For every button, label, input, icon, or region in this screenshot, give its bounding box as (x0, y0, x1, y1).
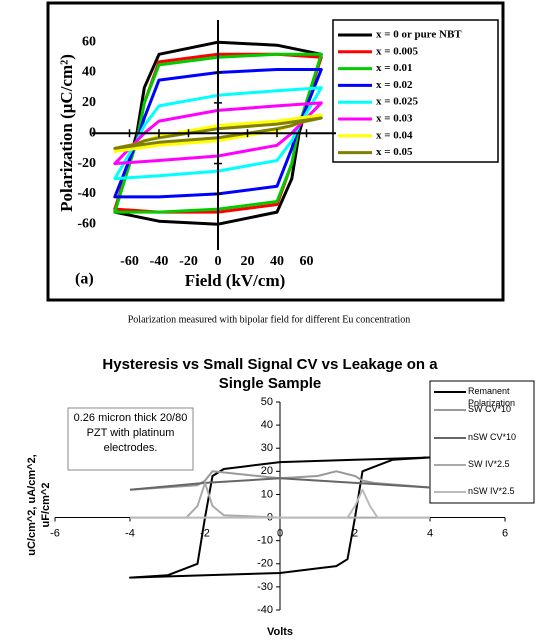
legend-label: x = 0.025 (376, 96, 419, 108)
y-tick-label: 40 (82, 65, 96, 80)
series-line (130, 488, 430, 519)
y-tick-label: 40 (261, 419, 273, 431)
y-tick-label: -30 (257, 581, 273, 593)
chart-a: (a) Field (kV/cm) Polarization (μC/cm²) … (46, 1, 505, 302)
y-tick-label: 20 (261, 465, 273, 477)
legend-label: x = 0 or pure NBT (376, 29, 462, 41)
legend-label: x = 0.01 (376, 62, 413, 74)
legend-label: x = 0.03 (376, 113, 413, 125)
series-line (129, 477, 431, 491)
panel-label: (a) (75, 271, 94, 288)
y-tick-label: 50 (261, 396, 273, 408)
legend-box (429, 380, 535, 504)
legend-label: x = 0.02 (376, 79, 413, 91)
y-tick-label: 0 (89, 125, 96, 140)
y-tick-label: 60 (82, 34, 96, 49)
y-tick-label: -40 (257, 604, 273, 616)
y-tick-label: 10 (261, 488, 273, 500)
legend-label: Remanent Polarization (468, 386, 516, 408)
legend-label: SW CV*10 (468, 404, 512, 414)
y-tick-label: -20 (257, 558, 273, 570)
x-tick-label: -40 (150, 254, 169, 269)
x-tick-label: 20 (241, 254, 255, 269)
chart-b: Volts uC/cm^2, uA/cm^2, uF/cm^2 -40-30-2… (26, 380, 535, 638)
legend-label: SW IV*2.5 (468, 459, 510, 469)
x-tick-label: 40 (270, 254, 284, 269)
x-axis-title: Volts (267, 626, 293, 638)
y-axis-title: uC/cm^2, uA/cm^2, (26, 454, 38, 556)
legend-label: nSW CV*10 (468, 432, 517, 442)
x-tick-label: -20 (179, 254, 198, 269)
figure-frame (46, 1, 505, 302)
legend-box (332, 19, 499, 163)
y-axis-title: Polarization (μC/cm²) (57, 54, 76, 212)
annotation-box (67, 407, 194, 471)
x-tick-label: 0 (277, 527, 283, 539)
x-tick-label: -4 (125, 527, 135, 539)
x-tick-label: 60 (300, 254, 314, 269)
legend-label: x = 0.005 (376, 45, 419, 57)
annotation: 0.26 micron thick 20/80 PZT with platinu… (73, 412, 188, 454)
x-tick-label: 2 (352, 527, 358, 539)
caption: Polarization measured with bipolar field… (128, 314, 411, 325)
chart-title: Hysteresis vs Small Signal CV vs Leakage… (102, 356, 438, 392)
y-tick-label: -60 (77, 216, 96, 231)
y-tick-label: 30 (261, 442, 273, 454)
x-tick-label: 4 (427, 527, 433, 539)
y-tick-label: 20 (82, 95, 96, 110)
x-tick-label: 6 (502, 527, 508, 539)
y-tick-label: -10 (257, 535, 273, 547)
x-tick-label: -6 (50, 527, 60, 539)
y-tick-label: -20 (77, 156, 96, 171)
y-axis-title: uF/cm^2 (40, 483, 52, 528)
x-tick-label: 0 (215, 254, 222, 269)
x-tick-label: -60 (120, 254, 139, 269)
legend-label: x = 0.05 (376, 146, 413, 158)
legend-label: x = 0.04 (376, 129, 413, 141)
x-axis-title: Field (kV/cm) (185, 271, 286, 290)
x-tick-label: -2 (200, 527, 210, 539)
y-tick-label: -40 (77, 186, 96, 201)
legend-label: nSW IV*2.5 (468, 486, 515, 496)
